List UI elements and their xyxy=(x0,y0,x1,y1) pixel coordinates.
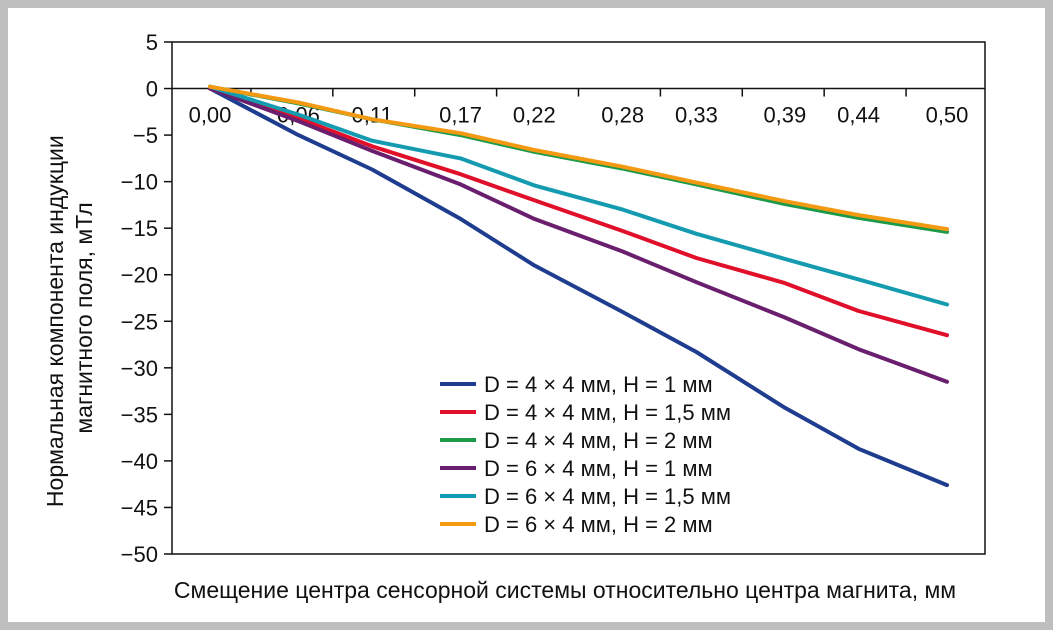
y-tick-label: −10 xyxy=(121,170,158,195)
series-line-6 xyxy=(208,84,949,232)
legend-label-4: D = 6 × 4 мм, H = 1 мм xyxy=(484,456,713,481)
y-tick-label: −30 xyxy=(121,356,158,381)
y-axis-title: Нормальная компонента индукции магнитног… xyxy=(42,129,97,507)
legend-label-6: D = 6 × 4 мм, H = 2 мм xyxy=(484,512,713,537)
legend-label-5: D = 6 × 4 мм, H = 1,5 мм xyxy=(484,484,731,509)
x-tick-label: 0,50 xyxy=(926,103,969,128)
x-tick-label: 0,33 xyxy=(675,103,718,128)
y-tick-label: −20 xyxy=(121,263,158,288)
plot-area xyxy=(171,41,986,555)
y-tick-label: −25 xyxy=(121,309,158,334)
series-line-1 xyxy=(208,86,949,488)
legend-label-1: D = 4 × 4 мм, H = 1 мм xyxy=(484,372,713,397)
y-tick-label: −15 xyxy=(121,216,158,241)
x-axis-title: Смещение центра сенсорной системы относи… xyxy=(174,577,956,603)
legend: D = 4 × 4 мм, H = 1 мм D = 4 × 4 мм, H = … xyxy=(440,372,731,537)
y-tick-label: −45 xyxy=(121,495,158,520)
y-axis-title-line-1: Нормальная компонента индукции xyxy=(42,135,68,507)
x-tick-label: 0,28 xyxy=(601,103,644,128)
y-tick-label: −40 xyxy=(121,449,158,474)
series-layer xyxy=(208,84,949,488)
y-tick-label: −35 xyxy=(121,402,158,427)
x-tick-label: 0,39 xyxy=(763,103,806,128)
y-tick-label: −50 xyxy=(121,542,158,567)
series-line-4 xyxy=(208,86,949,384)
x-tick-label: 0,44 xyxy=(837,103,880,128)
series-line-2 xyxy=(208,86,949,338)
y-axis-title-line-2: магнитного поля, мТл xyxy=(71,202,97,433)
y-tick-label: 0 xyxy=(146,77,158,102)
x-tick-label: 0,17 xyxy=(439,103,482,128)
x-tick-label: 0,22 xyxy=(513,103,556,128)
legend-label-2: D = 4 × 4 мм, H = 1,5 мм xyxy=(484,400,731,425)
y-tick-label: −5 xyxy=(133,123,158,148)
x-tick-label: 0,00 xyxy=(189,103,232,128)
axes: 50−5−10−15−20−25−30−35−40−45−500,00 0,06 0… xyxy=(121,30,986,567)
legend-label-3: D = 4 × 4 мм, H = 2 мм xyxy=(484,428,713,453)
y-tick-label: 5 xyxy=(146,30,158,55)
series-line-5 xyxy=(208,84,949,307)
